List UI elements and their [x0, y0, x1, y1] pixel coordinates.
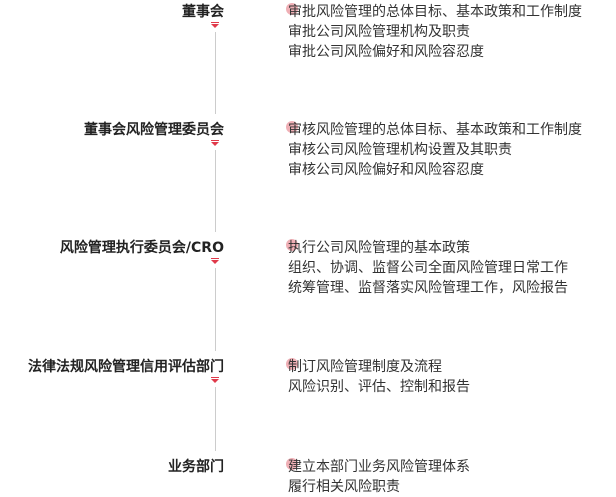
duty-item: 审批公司风险偏好和风险容忍度 — [288, 44, 484, 60]
bullet-dot — [286, 358, 298, 370]
duty-item: 审批公司风险管理机构及职责 — [288, 24, 470, 40]
bullet-dot — [286, 239, 298, 251]
duty-list: 建立本部门业务风险管理体系 履行相关风险职责 — [288, 457, 470, 497]
arrow-mark — [211, 142, 219, 146]
arrow-mark — [211, 24, 219, 28]
level-name: 董事会风险管理委员会 — [84, 122, 224, 138]
duty-item: 建立本部门业务风险管理体系 — [288, 459, 470, 475]
duty-item: 执行公司风险管理的基本政策 — [288, 240, 470, 256]
level-name: 董事会 — [182, 4, 224, 20]
level-name: 风险管理执行委员会/CRO — [59, 240, 224, 256]
bullet-dot — [286, 458, 298, 470]
duty-item: 履行相关风险职责 — [288, 479, 400, 495]
duty-item: 审核风险管理的总体目标、基本政策和工作制度 — [288, 122, 582, 138]
duty-item: 审批风险管理的总体目标、基本政策和工作制度 — [288, 4, 582, 20]
duty-item: 审核公司风险偏好和风险容忍度 — [288, 162, 484, 178]
duty-item: 制订风险管理制度及流程 — [288, 359, 442, 375]
level-name: 业务部门 — [168, 459, 224, 475]
duty-item: 审核公司风险管理机构设置及其职责 — [288, 142, 512, 158]
duty-list: 审核风险管理的总体目标、基本政策和工作制度 审核公司风险管理机构设置及其职责 审核公… — [288, 120, 582, 180]
duty-list: 制订风险管理制度及流程风险识别、评估、控制和报告 — [288, 357, 470, 397]
duty-item: 组织、协调、监督公司全面风险管理日常工作 — [288, 260, 568, 276]
bullet-dot — [286, 121, 298, 133]
bullet-dot — [286, 3, 298, 15]
arrow-mark — [211, 260, 219, 264]
duty-item: 统筹管理、监督落实风险管理工作，风险报告 — [288, 280, 568, 296]
duty-list: 审批风险管理的总体目标、基本政策和工作制度 审批公司风险管理机构及职责 审批公司风险… — [288, 2, 582, 62]
level-name: 法律法规风险管理信用评估部门 — [28, 359, 224, 375]
arrow-mark — [211, 379, 219, 383]
duty-list: 执行公司风险管理的基本政策组织、协调、监督公司全面风险管理日常工作 统筹管理、监督… — [288, 238, 568, 298]
duty-item: 风险识别、评估、控制和报告 — [288, 379, 470, 395]
